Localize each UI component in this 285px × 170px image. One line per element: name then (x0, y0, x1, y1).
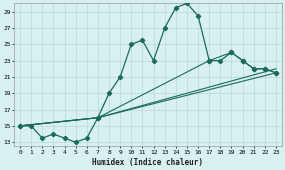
X-axis label: Humidex (Indice chaleur): Humidex (Indice chaleur) (93, 158, 203, 167)
